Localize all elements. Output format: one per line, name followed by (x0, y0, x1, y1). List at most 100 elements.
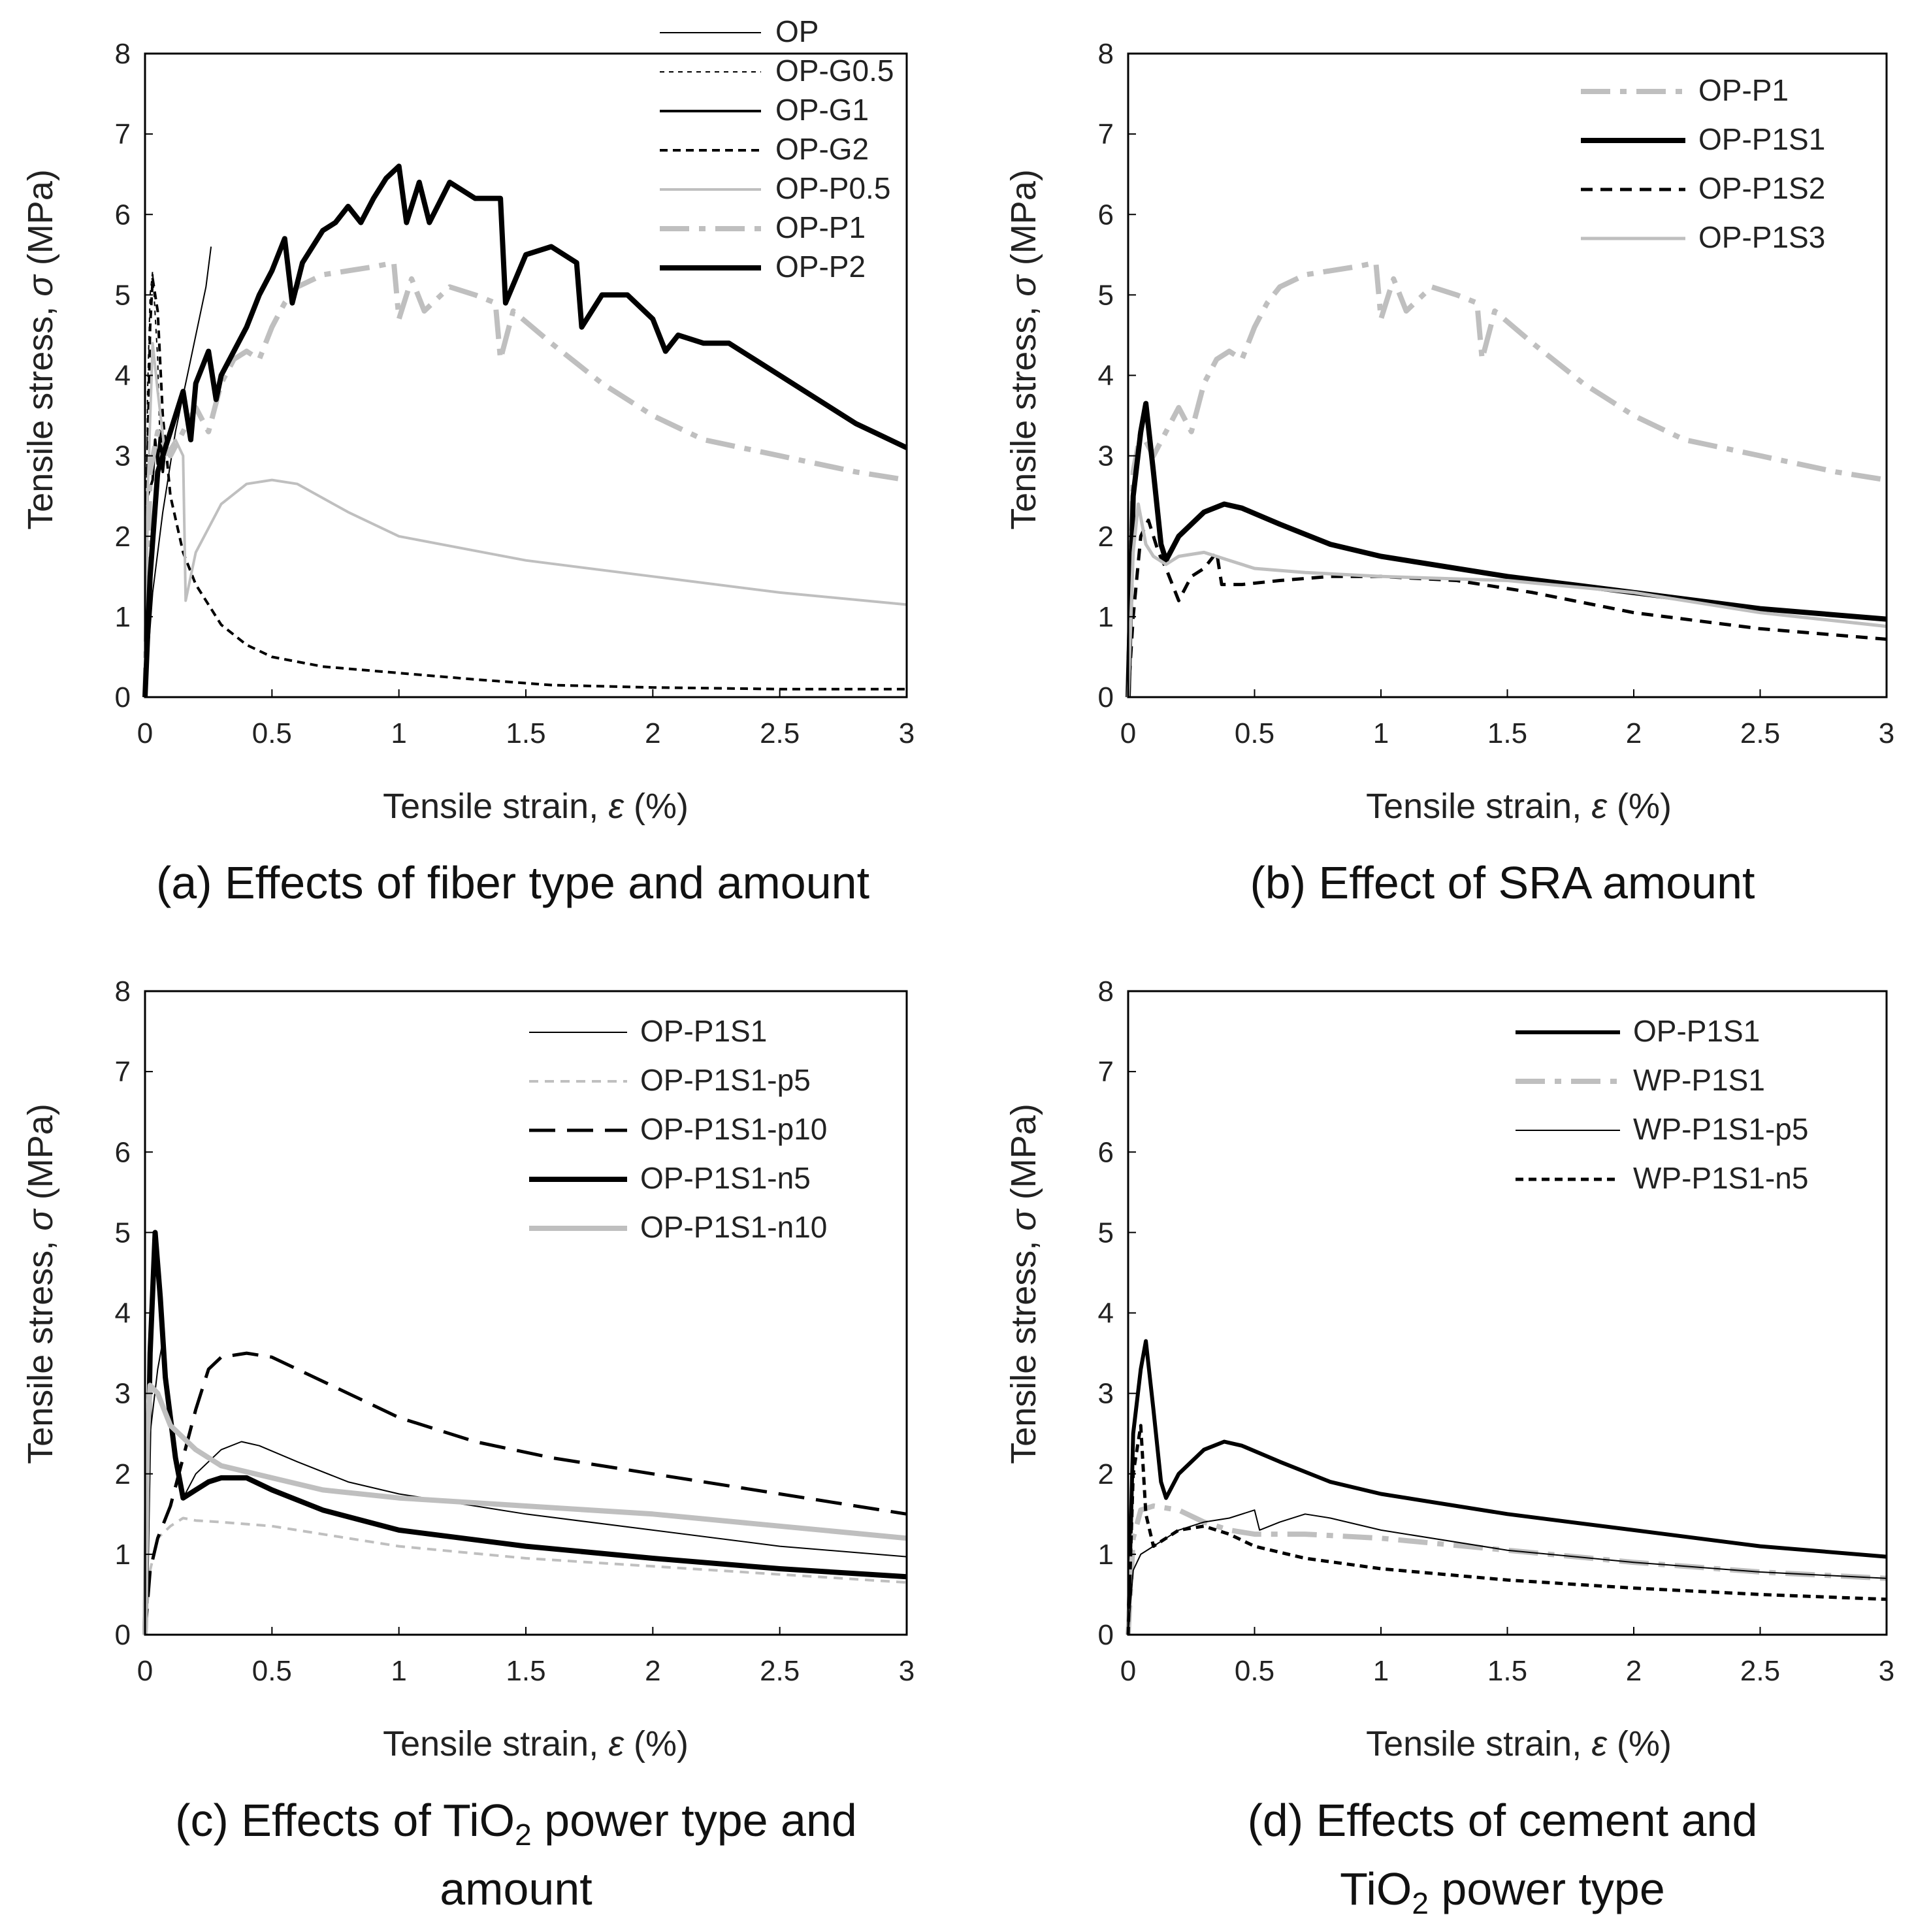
x-tick-label: 3 (1879, 717, 1894, 749)
panel-b-tick-labels: 0 1 2 3 4 5 6 7 8 0 0.5 1 1.5 2 2.5 3 (1098, 38, 1895, 749)
legend-entry-label: OP-G2 (775, 132, 869, 166)
x-tick-label: 2 (645, 717, 660, 749)
y-tick-label: 4 (115, 1298, 131, 1330)
y-tick-label: 0 (115, 681, 131, 713)
series-line-op-p2 (142, 163, 908, 698)
series-line-op-g2 (144, 277, 907, 698)
panel-b-x-axis-label: Tensile strain, ε (%) (1366, 787, 1672, 826)
panel-d-x-axis-label: Tensile strain, ε (%) (1366, 1724, 1672, 1763)
series-line-op-p1 (1126, 260, 1887, 698)
x-tick-label: 1 (1373, 1655, 1389, 1687)
legend-entry-label: OP-P1S1-n5 (640, 1161, 811, 1195)
panel-a-series-lines (142, 163, 908, 698)
panel-b-legend: OP-P1 OP-P1S1 OP-P1S2 OP-P1S3 (1568, 65, 1868, 261)
legend-entry-label: OP-G0.5 (775, 54, 894, 88)
panel-c-series-lines (142, 1230, 907, 1635)
x-tick-label: 0 (1120, 1655, 1136, 1687)
panel-d-series-lines (1126, 1339, 1887, 1635)
x-tick-label: 0 (1120, 717, 1136, 749)
panel-a-tick-labels: 0 1 2 3 4 5 6 7 8 0 0.5 1 1.5 2 2.5 3 (115, 38, 915, 749)
y-tick-label: 3 (1098, 1378, 1114, 1410)
y-tick-label: 4 (115, 360, 131, 392)
series-line-op-p1s2 (1126, 518, 1887, 698)
y-tick-label: 8 (115, 38, 131, 70)
y-tick-label: 3 (1098, 440, 1114, 472)
series-line-op-p1s1 (144, 1340, 907, 1635)
panel-c-y-axis-label: Tensile stress, σ (MPa) (21, 1104, 60, 1464)
legend-entry-label: OP-P1S1-p5 (640, 1063, 811, 1097)
panel-a-legend: OP OP-G0.5 OP-G1 OP-G2 OP-P0.5 OP-P1 OP-… (650, 14, 905, 290)
panel-a-plot-frame (144, 52, 908, 698)
panel-b-caption: (b) Effect of SRA amount (1250, 857, 1755, 908)
panel-d-legend-samples (1516, 1030, 1620, 1181)
panel-b-y-axis-label: Tensile stress, σ (MPa) (1004, 169, 1043, 530)
x-tick-label: 2 (645, 1655, 660, 1687)
y-tick-label: 1 (1098, 1539, 1114, 1571)
legend-entry-label: WP-P1S1-p5 (1633, 1112, 1808, 1146)
series-line-op-p0.5 (144, 342, 907, 698)
y-tick-label: 7 (115, 118, 131, 150)
panel-d-legend: OP-P1S1 WP-P1S1 WP-P1S1-p5 WP-P1S1-n5 (1502, 1006, 1881, 1202)
y-tick-label: 2 (115, 1458, 131, 1490)
y-tick-label: 7 (115, 1056, 131, 1088)
panel-b-legend-samples (1581, 89, 1685, 240)
plot-area-border (1127, 52, 1888, 698)
y-tick-label: 0 (1098, 1619, 1114, 1651)
y-tick-label: 4 (1098, 1298, 1114, 1330)
x-tick-label: 1 (391, 1655, 406, 1687)
panel-c-tick-labels: 0 1 2 3 4 5 6 7 8 0 0.5 1 1.5 2 2.5 3 (115, 975, 915, 1687)
plot-area-border (144, 990, 908, 1636)
y-tick-label: 7 (1098, 118, 1114, 150)
y-tick-label: 5 (1098, 1217, 1114, 1249)
panel-a-caption: (a) Effects of fiber type and amount (156, 857, 869, 908)
y-tick-label: 1 (115, 1539, 131, 1571)
x-tick-label: 1 (1373, 717, 1389, 749)
x-tick-label: 0.5 (252, 1655, 292, 1687)
legend-entry-label: OP-P1 (775, 210, 866, 244)
y-tick-label: 4 (1098, 360, 1114, 392)
x-tick-label: 0.5 (1235, 717, 1274, 749)
x-tick-label: 1.5 (1487, 717, 1527, 749)
legend-entry-label: OP-P1S2 (1698, 171, 1825, 205)
series-line-op-p1s1 (1126, 1339, 1887, 1635)
series-line-op-g0.5 (144, 270, 161, 698)
panel-a: OP OP-G0.5 OP-G1 OP-G2 OP-P0.5 OP-P1 OP-… (21, 14, 915, 908)
x-tick-label: 3 (899, 717, 915, 749)
x-tick-label: 0 (137, 1655, 153, 1687)
x-tick-label: 3 (899, 1655, 915, 1687)
y-tick-label: 8 (115, 975, 131, 1007)
panel-d: OP-P1S1 WP-P1S1 WP-P1S1-p5 WP-P1S1-n5 0 1… (1004, 975, 1894, 1920)
x-tick-label: 1.5 (506, 717, 545, 749)
x-tick-label: 2 (1626, 717, 1642, 749)
legend-entry-label: OP-P1S1-p10 (640, 1112, 827, 1146)
legend-entry-label: OP-P2 (775, 250, 866, 284)
y-tick-label: 6 (115, 199, 131, 231)
panel-c-x-axis-label: Tensile strain, ε (%) (383, 1724, 689, 1763)
plot-area-border (1127, 990, 1888, 1636)
x-tick-label: 0.5 (252, 717, 292, 749)
legend-entry-label: OP-G1 (775, 93, 869, 127)
y-tick-label: 5 (115, 1217, 131, 1249)
x-tick-label: 0.5 (1235, 1655, 1274, 1687)
legend-entry-label: OP-P1S1-n10 (640, 1210, 827, 1244)
legend-entry-label: OP-P0.5 (775, 171, 890, 205)
series-line-op-p1s1-n10 (142, 1383, 907, 1635)
y-tick-label: 6 (1098, 1136, 1114, 1168)
panel-c-legend: OP-P1S1 OP-P1S1-p5 OP-P1S1-p10 OP-P1S1-n… (523, 1006, 915, 1254)
x-tick-label: 1 (391, 717, 406, 749)
panel-d-caption-line-1: (d) Effects of cement and (1248, 1795, 1758, 1846)
plot-area-border (144, 52, 908, 698)
x-tick-label: 1.5 (506, 1655, 545, 1687)
x-tick-label: 3 (1879, 1655, 1894, 1687)
panel-c-caption-line-1: (c) Effects of TiO2 power type and (175, 1795, 857, 1852)
x-tick-label: 2.5 (1740, 717, 1780, 749)
y-tick-label: 5 (1098, 279, 1114, 311)
panel-a-x-axis-label: Tensile strain, ε (%) (383, 787, 689, 826)
panel-a-legend-box (650, 16, 905, 290)
y-tick-label: 2 (1098, 1458, 1114, 1490)
panel-d-y-axis-label: Tensile stress, σ (MPa) (1004, 1104, 1043, 1464)
series-line-op-p1s1-p10 (143, 1351, 907, 1635)
legend-entry-label: OP-P1S1 (1698, 122, 1825, 156)
panel-b-series-lines (1126, 260, 1887, 698)
panel-c-legend-samples (529, 1032, 627, 1231)
